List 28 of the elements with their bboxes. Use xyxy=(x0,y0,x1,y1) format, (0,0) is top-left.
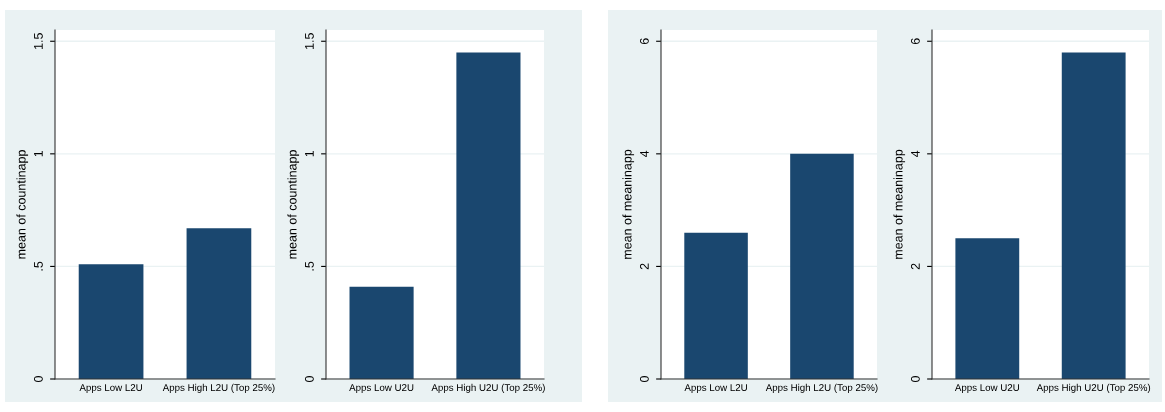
y-tick-label: .5 xyxy=(305,261,314,271)
y-axis-title: mean of countinapp xyxy=(16,150,29,259)
x-tick-label: Apps High L2U (Top 25%) xyxy=(162,383,275,393)
x-tick-label: Apps High U2U (Top 25%) xyxy=(1036,383,1151,393)
y-tick-label: 1 xyxy=(305,150,314,157)
y-tick-label: 1 xyxy=(34,150,43,157)
y-axis-title: mean of countinapp xyxy=(287,150,300,259)
y-tick-label: 4 xyxy=(911,150,920,158)
y-tick-label: 0 xyxy=(304,376,314,382)
x-tick-label: Apps High U2U (Top 25%) xyxy=(431,383,545,393)
y-tick-label: 2 xyxy=(910,263,920,270)
x-tick-label: Apps Low L2U xyxy=(79,384,142,393)
y-tick-label: 4 xyxy=(640,150,649,158)
y-tick-label: 1.5 xyxy=(34,33,43,49)
y-axis-title: mean of meaninapp xyxy=(893,149,906,259)
y-tick-label: 0 xyxy=(33,376,43,382)
x-tick-label: Apps Low U2U xyxy=(954,384,1019,393)
y-tick-label: .5 xyxy=(34,261,43,271)
x-tick-label: Apps Low U2U xyxy=(349,384,414,393)
y-tick-label: 0 xyxy=(910,376,920,382)
y-tick-label: 6 xyxy=(639,38,649,45)
y-tick-label: 6 xyxy=(910,38,920,45)
x-tick-label: Apps High L2U (Top 25%) xyxy=(765,383,878,393)
y-axis-title: mean of meaninapp xyxy=(622,149,635,259)
y-tick-label: 0 xyxy=(639,376,649,382)
y-tick-label: 1.5 xyxy=(305,33,314,49)
x-tick-label: Apps Low L2U xyxy=(684,384,747,393)
y-tick-label: 2 xyxy=(639,263,649,270)
